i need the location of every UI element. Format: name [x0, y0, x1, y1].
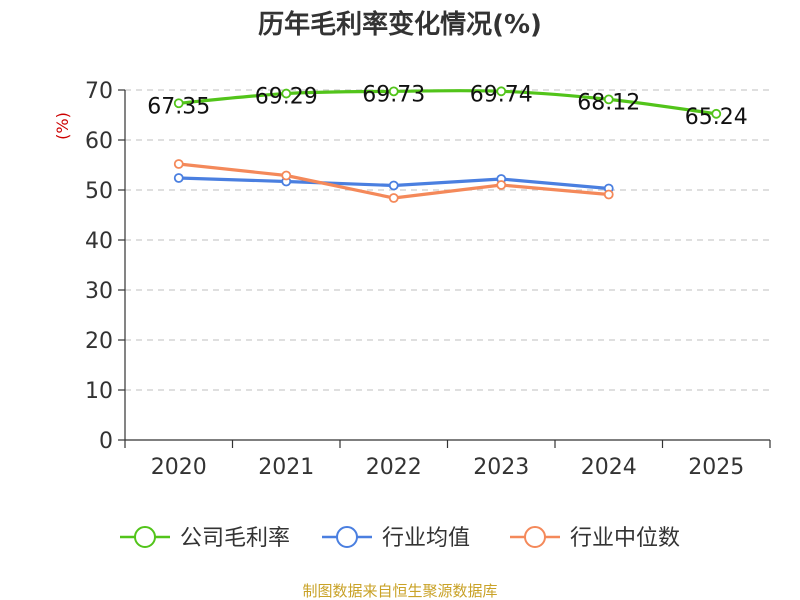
- legend-marker-2: [524, 526, 546, 548]
- data-point-2: [496, 180, 507, 190]
- data-label: 69.29: [255, 85, 318, 110]
- data-label: 69.73: [362, 82, 425, 107]
- x-tick-label: 2022: [366, 455, 422, 480]
- data-labels: 67.35 69.29 69.73 69.74 68.12 65.24: [147, 82, 747, 130]
- legend-label-2: 行业中位数: [570, 526, 680, 551]
- y-axis-label: (%): [53, 112, 72, 140]
- data-point-0: [388, 86, 399, 97]
- x-tick-label: 2023: [473, 455, 529, 480]
- x-tick-label: 2024: [581, 455, 637, 480]
- legend-label-1: 行业均值: [382, 526, 470, 551]
- y-tick-label: 20: [85, 329, 113, 354]
- legend: 公司毛利率 行业均值 行业中位数: [120, 526, 680, 551]
- data-label: 65.24: [685, 105, 748, 130]
- axes: 0 10 20 30 40 50 60 70 2020 2021 2022 2023 2024 2025: [85, 79, 771, 480]
- source-note: 制图数据来自恒生聚源数据库: [302, 582, 497, 600]
- data-point-2: [603, 189, 614, 200]
- series-layer: [173, 86, 722, 203]
- data-point-1: [388, 180, 399, 191]
- data-label: 68.12: [577, 90, 640, 115]
- data-point-2: [173, 159, 184, 169]
- y-tick-label: 70: [85, 79, 113, 104]
- data-point-0: [711, 108, 722, 119]
- legend-marker-1: [336, 526, 358, 548]
- data-label: 69.74: [470, 82, 533, 107]
- x-tick-label: 2021: [258, 455, 314, 480]
- data-point-2: [388, 193, 399, 203]
- chart-title: 历年毛利率变化情况(%): [258, 9, 542, 40]
- grid: [125, 89, 770, 391]
- data-point-0: [603, 94, 614, 105]
- data-point-0: [173, 98, 184, 109]
- y-tick-label: 40: [85, 229, 113, 254]
- series-line-0: [178, 89, 717, 116]
- y-tick-label: 30: [85, 279, 113, 304]
- x-tick-label: 2025: [688, 455, 744, 480]
- y-tick-label: 60: [85, 129, 113, 154]
- legend-marker-0: [134, 526, 156, 548]
- data-point-0: [281, 88, 292, 99]
- data-point-1: [173, 173, 184, 183]
- y-tick-label: 50: [85, 179, 113, 204]
- data-point-0: [496, 86, 507, 97]
- legend-label-0: 公司毛利率: [180, 526, 290, 551]
- y-tick-label: 10: [85, 379, 113, 404]
- x-tick-label: 2020: [151, 455, 207, 480]
- data-point-2: [281, 170, 292, 181]
- data-label: 67.35: [147, 94, 210, 119]
- y-tick-label: 0: [99, 429, 113, 454]
